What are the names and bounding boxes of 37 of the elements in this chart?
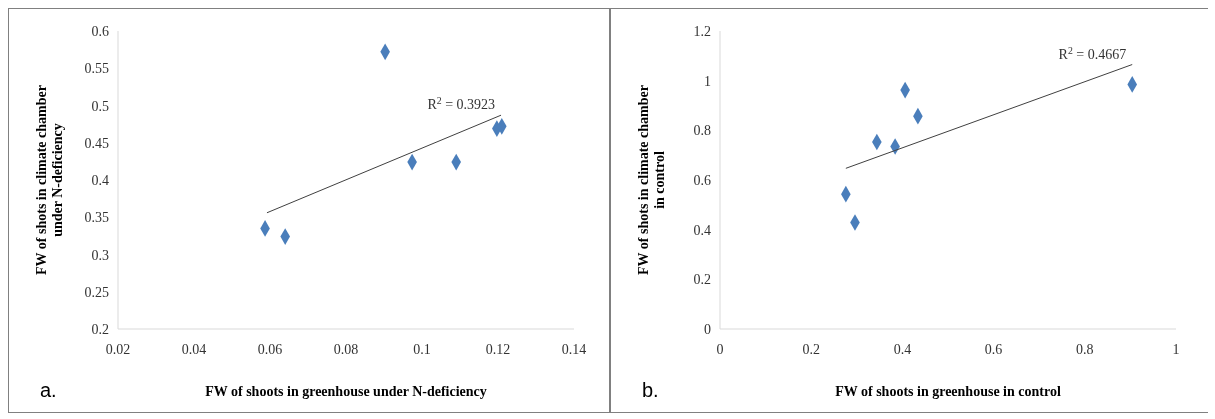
x-tick-label: 0.14 xyxy=(561,342,587,357)
x-tick-label: 0.04 xyxy=(181,342,207,357)
y-tick-label: 0.2 xyxy=(91,322,109,337)
y-tick-label: 0.45 xyxy=(84,135,109,151)
text: b. xyxy=(642,379,659,401)
x-tick-label: 0.6 xyxy=(984,342,1003,357)
y-axis-title: FW of shots in climate chamber under N-deficiency xyxy=(34,85,65,275)
y-tick-label: 1 xyxy=(704,73,711,89)
x-tick-label: 0.4 xyxy=(893,342,912,357)
x-tick-label: 0.06 xyxy=(257,342,283,357)
x-tick-label: 0.08 xyxy=(333,342,359,357)
x-tick-label: 0.1 xyxy=(413,342,431,357)
y-tick-label: 0.25 xyxy=(84,284,109,300)
x-tick-label: 1 xyxy=(1172,342,1180,357)
y-tick-label: 0.8 xyxy=(693,123,711,139)
y-tick-label: 0.4 xyxy=(91,173,109,188)
y-axis-title: FW of shots in climate chamber in control xyxy=(636,85,667,275)
text: a. xyxy=(40,379,57,401)
y-tick-label: 0 xyxy=(704,322,711,337)
y-tick-label: 1.2 xyxy=(693,24,711,39)
x-tick-label: 0.2 xyxy=(802,342,820,357)
y-tick-label: 0.35 xyxy=(84,210,109,226)
y-tick-label: 0.4 xyxy=(693,222,711,238)
x-axis-title: FW of shoots in greenhouse in control xyxy=(835,384,1061,399)
y-tick-label: 0.55 xyxy=(84,61,109,77)
x-axis-title: FW of shoots in greenhouse under N-deficiency xyxy=(205,384,487,399)
x-tick-label: 0.8 xyxy=(1076,342,1094,357)
y-tick-label: 0.5 xyxy=(91,98,109,114)
y-tick-label: 0.2 xyxy=(693,272,711,288)
y-tick-label: 0.6 xyxy=(693,173,711,188)
x-tick-label: 0 xyxy=(716,342,724,357)
x-tick-label: 0.12 xyxy=(485,342,511,357)
y-tick-label: 0.3 xyxy=(91,247,109,263)
x-tick-label: 0.02 xyxy=(105,342,131,357)
y-tick-label: 0.6 xyxy=(91,24,109,39)
annotation: R$^{2}$ = 0.3923 xyxy=(427,94,496,113)
annotation: R$^{2}$ = 0.4667 xyxy=(1058,44,1127,62)
